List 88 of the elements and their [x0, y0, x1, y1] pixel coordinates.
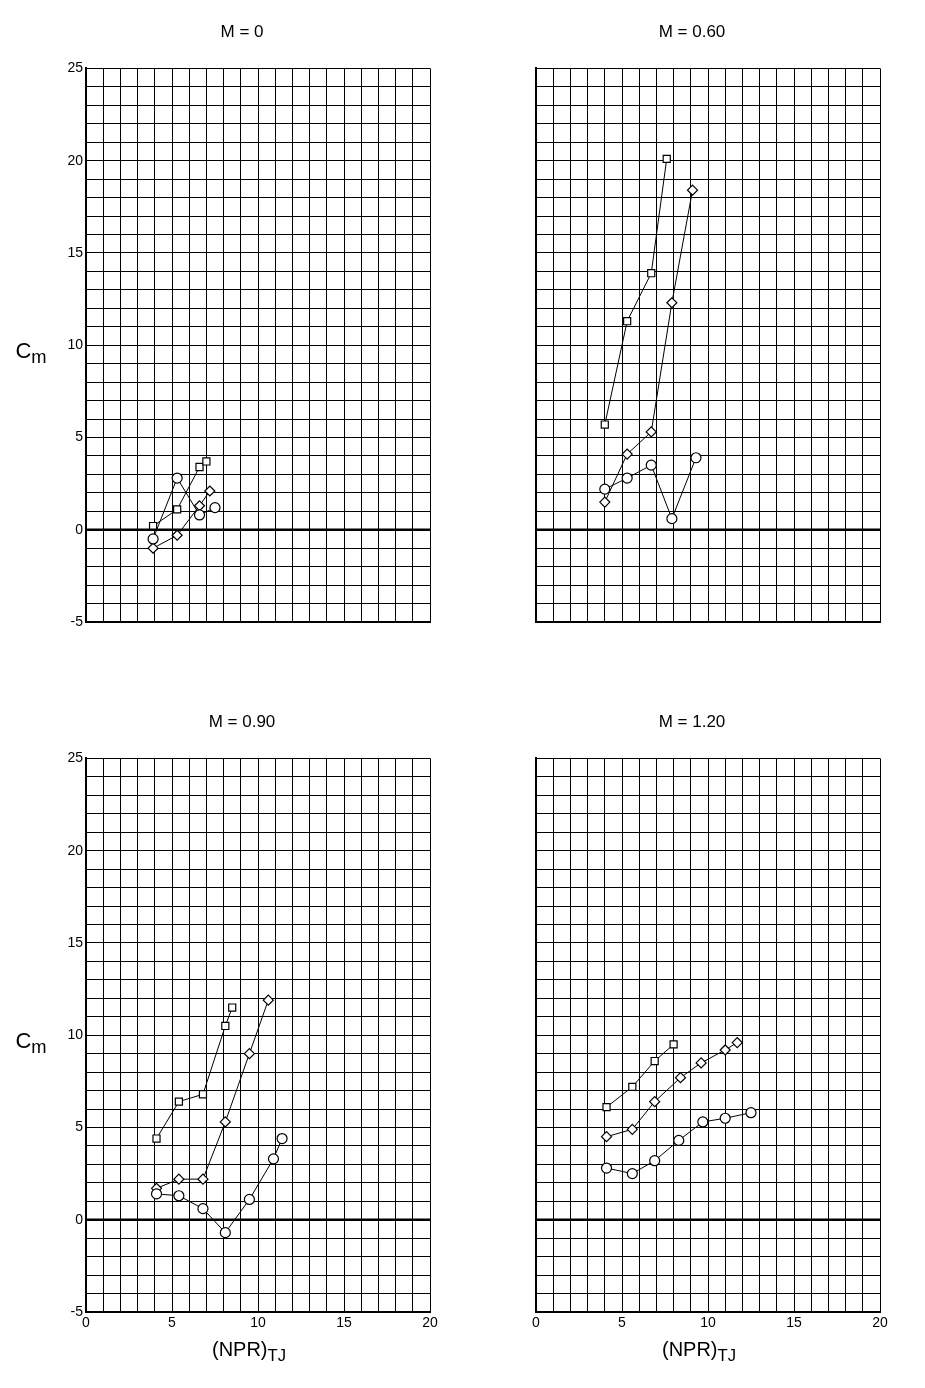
point	[600, 1131, 613, 1143]
point	[219, 1116, 231, 1128]
point	[669, 1040, 678, 1049]
y-tick-label: 25	[67, 59, 84, 76]
point	[209, 501, 221, 514]
x-tick-label: 15	[336, 1314, 352, 1331]
point	[686, 184, 699, 196]
y-tick-label: 10	[67, 1026, 84, 1043]
point	[174, 1097, 184, 1106]
point	[623, 317, 632, 326]
x-tick-label: 0	[532, 1314, 541, 1331]
point	[173, 1173, 185, 1185]
y-tick-label: 5	[75, 428, 84, 445]
x-tick-label: 5	[168, 1314, 177, 1331]
x-tick-label: 15	[786, 1314, 802, 1331]
point	[204, 485, 216, 497]
x-tick-label: 20	[872, 1314, 888, 1331]
point	[202, 457, 211, 466]
point	[219, 1227, 231, 1239]
x-axis-title: (NPR)$_{TJ}$	[211, 1338, 287, 1365]
y-tick-label: 20	[67, 841, 84, 858]
y-tick-label: 20	[67, 151, 84, 168]
point	[152, 1134, 161, 1143]
point	[197, 1203, 209, 1215]
x-tick-label: 5	[618, 1314, 627, 1331]
y-axis-title: C$_{m}$	[15, 1027, 47, 1058]
y-tick-label: 0	[75, 1210, 84, 1227]
point	[673, 1134, 685, 1146]
point	[243, 1193, 255, 1206]
point	[147, 533, 159, 545]
point	[262, 994, 274, 1006]
point	[150, 1188, 163, 1200]
point	[621, 448, 633, 460]
point	[649, 1155, 661, 1167]
point	[173, 1190, 185, 1202]
point	[690, 452, 702, 464]
y-tick-label: -5	[70, 1302, 84, 1319]
point	[195, 462, 204, 472]
point	[731, 1036, 743, 1049]
point	[173, 505, 182, 514]
chart-title: M = 0.60	[658, 21, 726, 41]
point	[221, 1021, 230, 1031]
point	[695, 1057, 707, 1069]
point	[662, 154, 671, 163]
y-tick-label: 15	[67, 243, 84, 260]
y-tick-label: 15	[67, 933, 84, 950]
point	[645, 459, 657, 471]
point	[649, 1096, 661, 1108]
point	[193, 509, 206, 521]
y-tick-label: -5	[70, 612, 84, 629]
chart-title: M = 1.20	[658, 711, 726, 731]
point	[197, 1173, 209, 1185]
point	[666, 513, 678, 525]
chart-title: M = 0.90	[208, 711, 276, 731]
x-axis-title: (NPR)$_{TJ}$	[661, 1338, 737, 1365]
point	[719, 1044, 731, 1056]
point	[276, 1132, 288, 1145]
point	[719, 1112, 731, 1124]
y-tick-label: 25	[67, 749, 84, 766]
point	[602, 1103, 611, 1112]
point	[697, 1116, 709, 1128]
point	[647, 269, 656, 278]
point	[267, 1153, 280, 1165]
point	[193, 500, 206, 512]
point	[243, 1048, 255, 1060]
point	[600, 1162, 613, 1174]
point	[626, 1123, 638, 1135]
point	[171, 472, 183, 484]
point	[674, 1072, 687, 1084]
point	[198, 1090, 208, 1099]
point	[650, 1056, 659, 1066]
point	[599, 496, 611, 508]
y-tick-label: 0	[75, 520, 84, 537]
point	[621, 472, 633, 484]
y-axis-title: C$_{m}$	[15, 337, 47, 368]
chart-title: M = 0	[220, 21, 264, 41]
x-tick-label: 10	[700, 1314, 716, 1331]
x-tick-label: 10	[250, 1314, 266, 1331]
point	[666, 297, 678, 309]
point	[645, 426, 657, 438]
x-tick-label: 20	[422, 1314, 438, 1331]
point	[745, 1107, 757, 1119]
y-tick-label: 5	[75, 1118, 84, 1135]
point	[600, 420, 609, 429]
point	[626, 1168, 638, 1180]
point	[228, 1003, 237, 1012]
point	[599, 483, 611, 495]
y-tick-label: 10	[67, 336, 84, 353]
